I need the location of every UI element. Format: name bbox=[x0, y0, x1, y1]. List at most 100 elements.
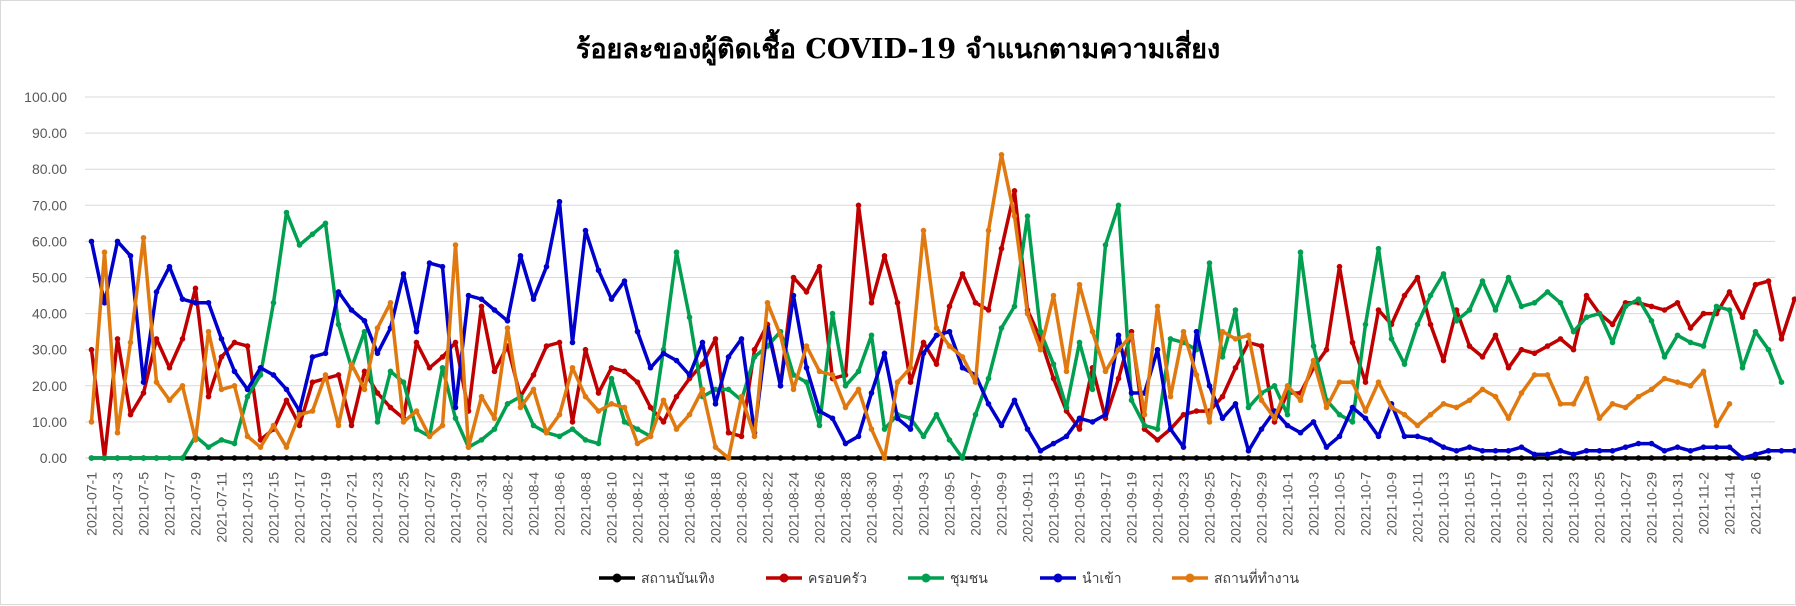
data-point bbox=[881, 350, 888, 357]
x-tick-label: 2021-07-11 bbox=[214, 472, 230, 543]
data-point bbox=[1414, 433, 1421, 440]
x-tick-label: 2021-08-2 bbox=[500, 472, 516, 536]
data-point bbox=[1258, 455, 1265, 461]
x-tick-label: 2021-10-21 bbox=[1540, 472, 1556, 544]
data-point bbox=[855, 455, 862, 461]
data-point bbox=[985, 227, 992, 234]
data-point bbox=[1700, 455, 1707, 461]
data-point bbox=[998, 455, 1005, 461]
data-point bbox=[556, 198, 563, 205]
data-point bbox=[1037, 346, 1044, 353]
data-point bbox=[1323, 455, 1330, 461]
data-point bbox=[1518, 455, 1525, 461]
data-point bbox=[1401, 433, 1408, 440]
data-point bbox=[1531, 372, 1538, 378]
data-point bbox=[1622, 444, 1629, 450]
data-point bbox=[296, 242, 303, 248]
y-tick-label: 60.00 bbox=[32, 233, 67, 249]
data-point bbox=[556, 339, 563, 346]
data-point bbox=[1466, 343, 1473, 349]
data-point bbox=[1505, 364, 1512, 371]
x-tick-label: 2021-07-29 bbox=[448, 472, 464, 544]
data-point bbox=[660, 350, 667, 357]
data-point bbox=[1193, 455, 1200, 461]
x-tick-label: 2021-07-13 bbox=[240, 472, 256, 544]
data-point bbox=[1336, 433, 1343, 440]
data-point bbox=[114, 429, 121, 436]
data-point bbox=[1635, 455, 1642, 461]
data-point bbox=[894, 299, 901, 306]
x-tick-label: 2021-07-5 bbox=[136, 472, 152, 536]
data-point bbox=[608, 296, 615, 302]
data-point bbox=[140, 390, 147, 396]
data-point bbox=[751, 354, 758, 360]
data-point bbox=[1440, 455, 1447, 461]
data-point bbox=[1349, 419, 1356, 425]
data-point bbox=[751, 346, 758, 353]
x-tick-label: 2021-09-21 bbox=[1150, 472, 1166, 544]
x-tick-label: 2021-10-5 bbox=[1332, 472, 1348, 536]
data-point bbox=[1180, 444, 1187, 450]
data-point bbox=[426, 364, 433, 371]
data-point bbox=[1674, 379, 1681, 385]
data-point bbox=[1492, 393, 1499, 400]
data-point bbox=[166, 263, 173, 270]
data-point bbox=[894, 415, 901, 422]
y-tick-label: 0.00 bbox=[40, 450, 67, 466]
x-tick-label: 2021-10-3 bbox=[1306, 472, 1322, 536]
legend-label: ครอบครัว bbox=[808, 571, 867, 587]
data-point bbox=[478, 296, 485, 302]
legend-marker bbox=[612, 573, 622, 583]
x-tick-label: 2021-09-11 bbox=[1020, 472, 1036, 543]
data-point bbox=[803, 364, 810, 371]
data-point bbox=[855, 202, 862, 209]
data-point bbox=[543, 455, 550, 461]
data-point bbox=[127, 411, 134, 418]
data-point bbox=[1050, 361, 1057, 367]
data-point bbox=[504, 401, 511, 407]
y-tick-label: 50.00 bbox=[32, 270, 67, 286]
data-point bbox=[101, 249, 108, 256]
data-point bbox=[1141, 455, 1148, 461]
data-point bbox=[1167, 426, 1174, 432]
data-point bbox=[1726, 455, 1733, 461]
data-point bbox=[296, 422, 303, 429]
data-point bbox=[1583, 455, 1590, 461]
data-point bbox=[1362, 379, 1369, 385]
data-point bbox=[1310, 357, 1317, 364]
data-point bbox=[816, 408, 823, 414]
x-tick-label: 2021-08-14 bbox=[656, 472, 672, 544]
data-point bbox=[868, 390, 875, 396]
data-point bbox=[205, 328, 212, 335]
x-tick-label: 2021-10-31 bbox=[1670, 472, 1686, 544]
data-point bbox=[972, 411, 979, 418]
data-point bbox=[634, 426, 641, 432]
data-point bbox=[556, 455, 563, 461]
data-point bbox=[764, 455, 771, 461]
data-point bbox=[1479, 447, 1486, 454]
data-point bbox=[361, 328, 368, 335]
data-point bbox=[1388, 336, 1395, 342]
data-point bbox=[1336, 263, 1343, 270]
x-tick-label: 2021-08-10 bbox=[604, 472, 620, 544]
data-point bbox=[1310, 455, 1317, 461]
data-point bbox=[114, 336, 121, 342]
data-point bbox=[231, 440, 238, 447]
data-point bbox=[387, 368, 394, 375]
data-point bbox=[1128, 397, 1135, 404]
data-point bbox=[1713, 455, 1720, 461]
data-point bbox=[1232, 336, 1239, 342]
y-tick-label: 80.00 bbox=[32, 161, 67, 177]
data-point bbox=[829, 372, 836, 378]
series-line bbox=[91, 203, 1784, 460]
data-point bbox=[1648, 318, 1655, 324]
data-point bbox=[1492, 332, 1499, 339]
data-point bbox=[608, 455, 615, 461]
data-point bbox=[985, 375, 992, 382]
data-point bbox=[1661, 455, 1668, 461]
data-point bbox=[1505, 455, 1512, 461]
data-point bbox=[868, 299, 875, 306]
data-point bbox=[569, 364, 576, 371]
data-point bbox=[1297, 455, 1304, 461]
